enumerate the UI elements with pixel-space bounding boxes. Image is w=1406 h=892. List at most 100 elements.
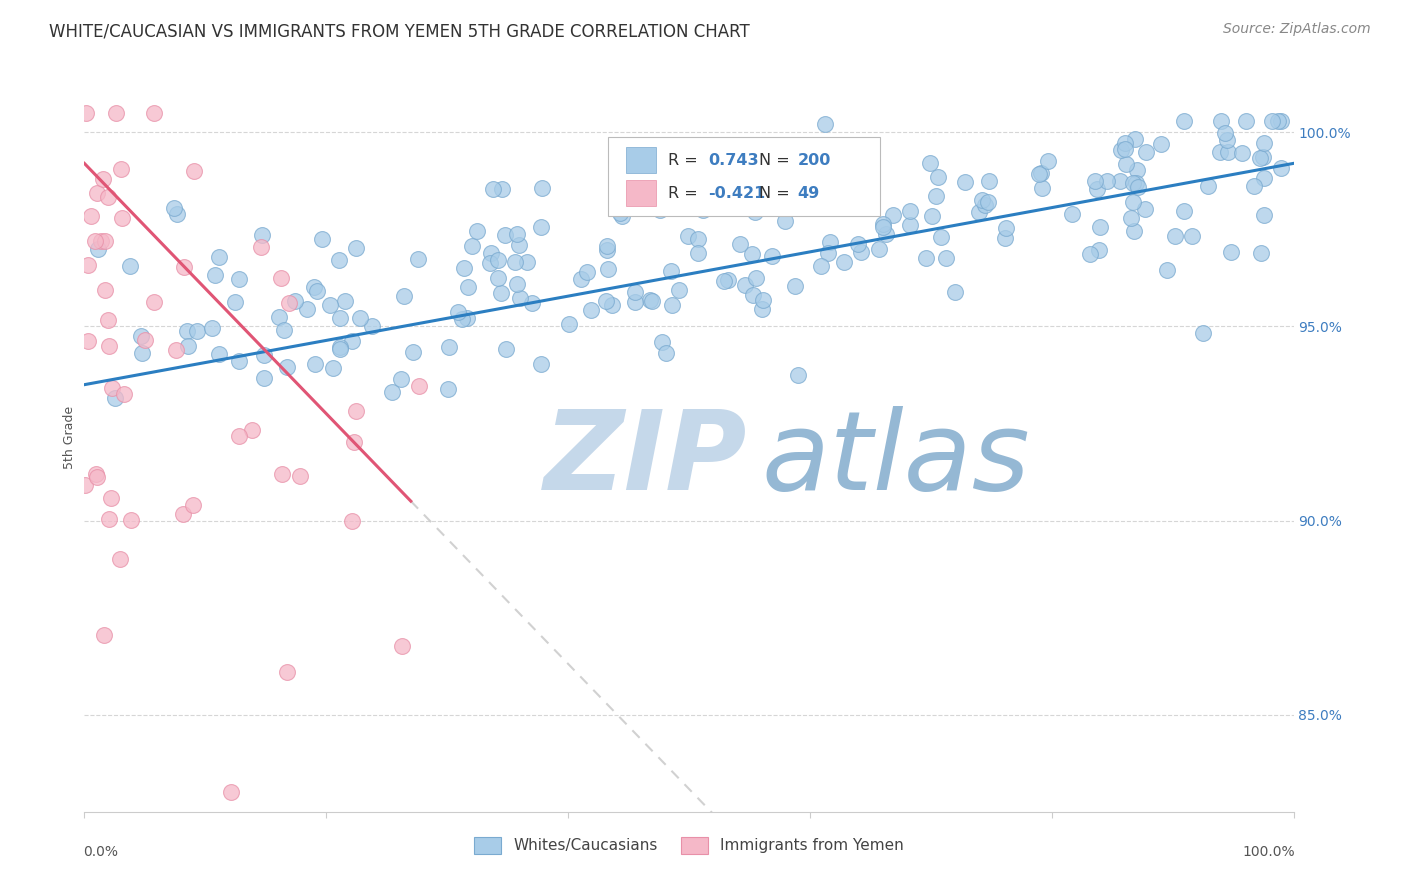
Text: -0.421: -0.421 [709,186,765,201]
Point [391,639,413,653]
Point [129,329,152,343]
Point [91,171,114,186]
Text: 100.0%: 100.0% [1241,846,1295,859]
Point [163,201,186,215]
Point [655,346,678,360]
Point [333,293,356,308]
Point [329,342,352,356]
Point [329,311,352,326]
Point [228,272,250,286]
Text: N =: N = [759,186,794,201]
Point [93,628,115,642]
Point [131,346,153,360]
Text: atlas: atlas [762,406,1031,513]
Point [943,285,966,300]
Point [344,241,367,255]
Point [648,202,671,217]
Point [818,235,841,249]
Point [342,334,364,348]
Point [479,246,502,260]
Point [75,106,97,120]
Point [437,340,460,354]
Point [451,312,474,326]
Point [80,210,103,224]
Point [953,175,976,189]
Point [716,202,738,216]
Point [505,254,527,268]
Point [1216,145,1239,160]
Point [446,305,468,319]
Point [277,295,299,310]
Point [302,280,325,294]
Point [1114,142,1136,156]
Point [73,477,96,491]
Point [76,334,98,348]
Point [408,379,430,393]
Point [623,294,645,309]
Point [172,507,194,521]
Point [1078,247,1101,261]
Point [271,467,294,482]
Point [276,665,298,679]
Point [920,156,942,170]
Point [1122,176,1144,190]
Point [530,357,553,371]
Point [1216,133,1239,147]
Point [834,255,856,269]
Point [915,252,938,266]
Point [270,270,292,285]
Point [1088,220,1111,235]
Point [1267,113,1289,128]
Point [853,198,876,212]
Point [1125,132,1147,146]
Point [745,270,768,285]
Point [112,387,135,401]
Point [692,202,714,217]
Point [104,106,127,120]
Point [456,311,478,326]
Point [643,198,665,212]
Point [602,298,624,312]
Point [898,203,921,218]
Point [1125,163,1147,178]
Point [717,273,740,287]
Point [686,232,709,246]
Point [609,206,631,220]
Point [486,270,509,285]
Point [744,204,766,219]
Point [872,217,894,231]
Point [1249,151,1271,165]
Point [77,258,100,272]
Point [319,298,342,312]
Point [461,239,484,253]
Point [576,265,599,279]
Point [773,214,796,228]
Point [927,169,949,184]
Point [817,246,839,260]
Point [273,323,295,337]
Point [1135,202,1157,216]
Point [1109,143,1132,157]
Text: R =: R = [668,186,703,201]
Point [304,358,326,372]
Point [86,470,108,484]
Point [311,232,333,246]
Point [1213,127,1236,141]
Point [994,231,1017,245]
Point [90,234,112,248]
Point [977,195,1000,210]
Point [360,318,382,333]
Point [183,164,205,178]
Point [1234,113,1257,128]
Point [322,360,344,375]
Point [1253,136,1275,150]
Point [1250,245,1272,260]
Point [1220,244,1243,259]
Point [290,469,312,483]
Point [1251,150,1274,164]
Point [249,240,271,254]
Point [228,429,250,443]
Point [219,785,242,799]
Text: R =: R = [668,153,703,168]
Point [624,285,647,300]
